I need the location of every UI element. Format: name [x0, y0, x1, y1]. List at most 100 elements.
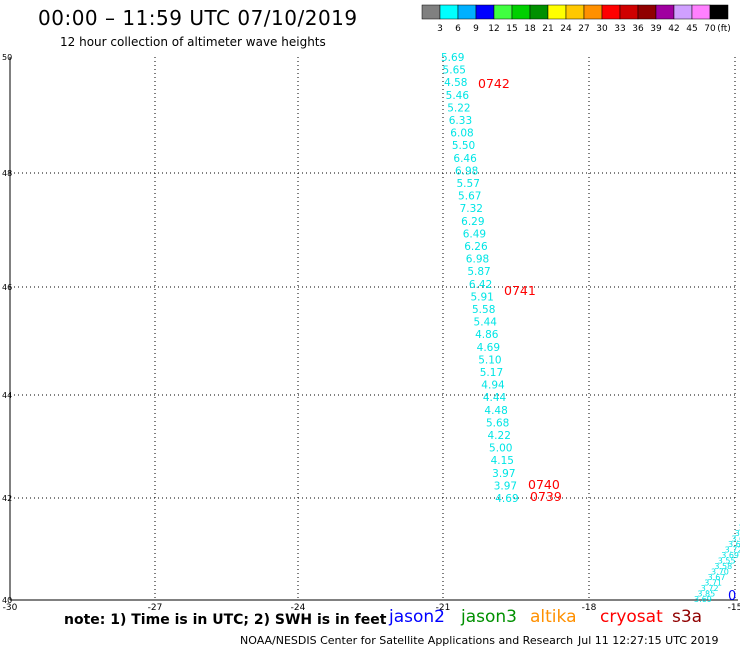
credit-line: NOAA/NESDIS Center for Satellite Applica… [240, 634, 574, 647]
legend-label: 15 [506, 24, 517, 34]
legend-swatch [493, 4, 513, 20]
wave-height-label: 5.58 [472, 304, 495, 316]
legend-swatch [709, 4, 729, 20]
map-title: 00:00 – 11:59 UTC 07/10/2019 [38, 6, 358, 30]
axis-labels: -30 -27 -24 -21 -18 -15 50 48 46 44 42 40 [2, 53, 740, 613]
legend-swatch [673, 4, 693, 20]
wave-height-label: 6.46 [453, 153, 477, 165]
lon-tick-label: -24 [291, 603, 306, 613]
legend-label: 70 [704, 24, 716, 34]
cluster-value-label: 3.72 [725, 546, 740, 555]
wave-height-label: 6.98 [466, 254, 489, 266]
lat-tick-label: 50 [2, 53, 12, 62]
lon-tick-label: -30 [3, 603, 18, 613]
wave-height-label: 6.42 [469, 279, 492, 291]
legend-label: 3 [437, 24, 443, 34]
wave-height-label: 5.67 [458, 191, 481, 203]
cluster-value-label: 3.67 [708, 573, 726, 582]
footer-note: note: 1) Time is in UTC; 2) SWH is in fe… [64, 612, 387, 628]
wave-height-label: 5.10 [478, 354, 501, 366]
corner-track-cluster: 3.693.853.723.713.673.703.583.553.693.72… [694, 524, 740, 605]
satellite-altika: altika [530, 607, 577, 627]
legend-label: 12 [488, 24, 499, 34]
wave-height-label: 4.22 [488, 430, 511, 442]
wave-height-label: 6.49 [463, 228, 486, 240]
legend-label: 36 [632, 24, 644, 34]
cluster-value-label: 3.67 [728, 540, 740, 549]
wave-height-label: 4.69 [477, 342, 500, 354]
cluster-value-label: 3.69 [694, 595, 712, 604]
legend-label: 33 [614, 24, 625, 34]
pass-time-label: 0740 [528, 477, 560, 492]
wave-height-label: 7.32 [460, 203, 483, 215]
wave-height-label: 5.57 [457, 178, 480, 190]
wave-height-label: 3.97 [492, 468, 515, 480]
legend-label: 24 [560, 24, 572, 34]
legend-swatch [583, 4, 603, 20]
legend-label: 30 [596, 24, 608, 34]
lon-tick-label: -21 [436, 603, 451, 613]
cluster-value-label: 3.70 [711, 568, 729, 577]
legend-swatch [691, 4, 711, 20]
wave-height-label: 6.26 [464, 241, 488, 253]
wave-height-label: 4.94 [481, 380, 505, 392]
lon-tick-label: -15 [728, 603, 740, 613]
legend-swatch [529, 4, 549, 20]
legend-label: 6 [455, 24, 461, 34]
wave-height-label: 5.50 [452, 140, 475, 152]
legend-unit: (ft) [717, 24, 731, 34]
wave-height-label: 4.58 [444, 77, 467, 89]
legend-label: 9 [473, 24, 479, 34]
legend-label: 45 [686, 24, 697, 34]
wave-height-label: 5.46 [446, 90, 470, 102]
wave-height-label: 5.91 [470, 291, 493, 303]
legend-swatch [475, 4, 495, 20]
color-legend: 3 6 9 12 15 18 21 24 27 30 33 36 39 42 45 70 (ft) [421, 4, 731, 34]
cluster-value-label: 3.61 [735, 529, 740, 538]
wave-height-label: 3.97 [494, 480, 517, 492]
lat-tick-label: 42 [2, 494, 12, 503]
altimeter-track: 5.695.654.585.465.226.336.085.506.466.98… [441, 52, 519, 505]
satellite-s3a: s3a [672, 607, 703, 627]
wave-height-label: 4.44 [483, 392, 507, 404]
wave-height-label: 6.08 [450, 128, 473, 140]
legend-swatch [511, 4, 531, 20]
pass-time-label: 0741 [504, 283, 536, 298]
legend-swatch [601, 4, 621, 20]
legend-label: 42 [668, 24, 679, 34]
cluster-value-label: 3.69 [721, 551, 739, 560]
wave-height-label: 5.22 [447, 102, 470, 114]
legend-label: 39 [650, 24, 662, 34]
graticule [9, 57, 738, 601]
cluster-value-label: 3.71 [704, 579, 722, 588]
cluster-value-label: 3.55 [718, 557, 736, 566]
legend-swatch [547, 4, 567, 20]
cluster-value-label: 3.85 [697, 590, 715, 599]
cluster-value-label: 3.64 [731, 535, 740, 544]
legend-swatch [565, 4, 585, 20]
lat-tick-label: 44 [2, 391, 12, 400]
legend-swatch [655, 4, 675, 20]
satellite-cryosat: cryosat [600, 607, 663, 627]
legend-swatch [457, 4, 477, 20]
wave-height-label: 6.98 [455, 165, 478, 177]
legend-swatch [619, 4, 639, 20]
satellite-jason2: jason2 [389, 607, 445, 627]
cluster-value-label: 3.58 [714, 562, 732, 571]
wave-height-label: 4.69 [495, 493, 518, 505]
wave-height-label: 5.17 [480, 367, 503, 379]
wave-height-label: 5.69 [441, 52, 464, 64]
map-subtitle: 12 hour collection of altimeter wave hei… [60, 35, 326, 49]
pass-time-label: 0742 [478, 76, 510, 91]
wave-height-label: 5.44 [474, 317, 498, 329]
wave-height-label: 5.00 [489, 443, 512, 455]
cluster-value-label: 3.59 [738, 524, 740, 533]
cluster-value-label: 3.72 [701, 584, 719, 593]
pass-time-label: 0739 [530, 489, 562, 504]
lon-tick-label: -18 [582, 603, 597, 613]
lat-tick-label: 40 [2, 596, 12, 605]
lat-tick-label: 46 [2, 283, 12, 292]
cluster-jason2-label: 0 [728, 589, 736, 604]
legend-swatch [439, 4, 459, 20]
